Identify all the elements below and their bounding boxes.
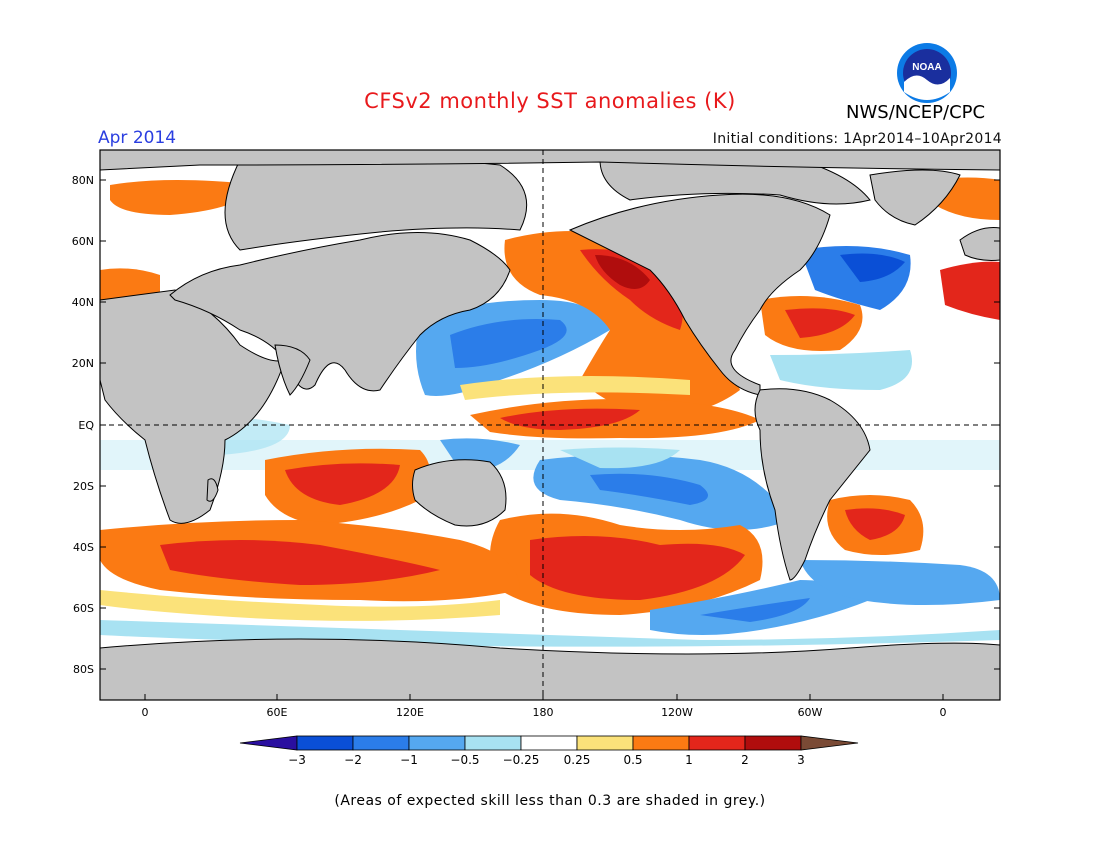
lon-label: 60E (267, 706, 288, 719)
lon-label: 120E (396, 706, 424, 719)
lon-label: 60W (798, 706, 823, 719)
lat-label: EQ (78, 419, 94, 432)
lat-label: 60S (73, 602, 94, 615)
lat-label: 80N (72, 174, 94, 187)
lon-label: 180 (533, 706, 554, 719)
land-masses (100, 150, 1000, 700)
lat-label: 60N (72, 235, 94, 248)
map-title: CFSv2 monthly SST anomalies (K) (364, 89, 736, 113)
lat-label: 20S (73, 480, 94, 493)
skill-footnote: (Areas of expected skill less than 0.3 a… (334, 793, 766, 809)
longitude-axis: 0 60E 120E 180 120W 60W 0 (142, 694, 947, 719)
lat-label: 40S (73, 541, 94, 554)
latitude-axis: 80N 60N 40N 20N EQ 20S 40S 60S 80S (72, 174, 1000, 676)
initial-conditions: Initial conditions: 1Apr2014–10Apr2014 (712, 131, 1002, 147)
lon-label: 120W (661, 706, 693, 719)
forecast-month: Apr 2014 (98, 128, 177, 148)
lat-label: 40N (72, 296, 94, 309)
agency-label: NWS/NCEP/CPC (846, 102, 986, 123)
noaa-logo-text: NOAA (912, 62, 941, 73)
lon-label: 0 (142, 706, 149, 719)
noaa-logo: NOAA (897, 43, 957, 103)
lat-label: 80S (73, 663, 94, 676)
lat-label: 20N (72, 357, 94, 370)
lon-label: 0 (940, 706, 947, 719)
